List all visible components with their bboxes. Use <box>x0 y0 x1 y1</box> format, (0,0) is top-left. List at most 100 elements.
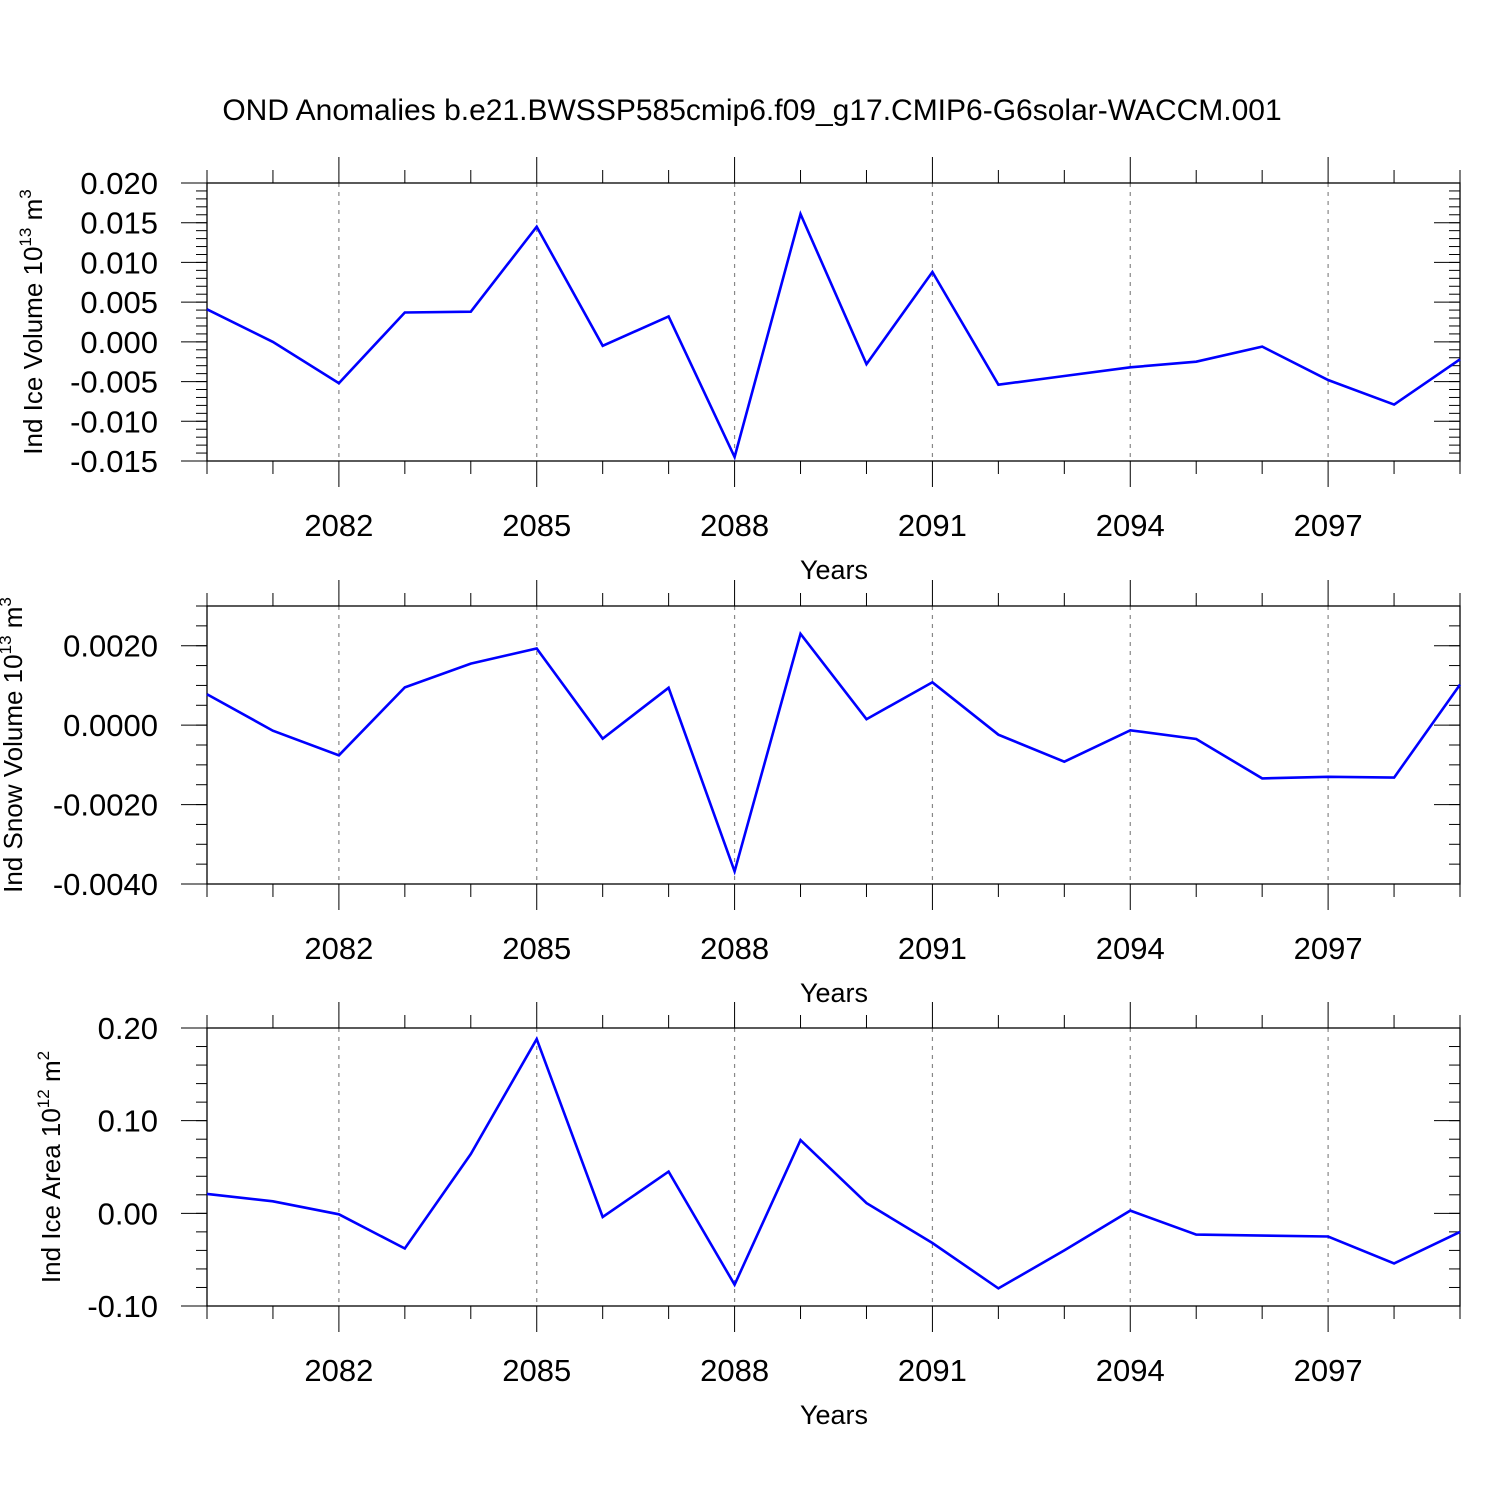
x-tick-label: 2097 <box>1294 1353 1363 1388</box>
y-tick-label: 0.10 <box>98 1104 158 1139</box>
data-point <box>535 646 539 650</box>
data-point <box>601 1215 605 1219</box>
x-tick-label: 2091 <box>898 1353 967 1388</box>
y-tick-label: -0.005 <box>70 365 158 400</box>
y-axis-label: Ind Ice Volume 1013 m3 <box>16 189 48 454</box>
data-point <box>1392 1261 1396 1265</box>
x-tick-label: 2082 <box>304 1353 373 1388</box>
data-point <box>733 1283 737 1287</box>
data-point <box>205 307 209 311</box>
data-point <box>1062 374 1066 378</box>
data-series-line <box>206 630 1462 876</box>
data-point <box>535 225 539 229</box>
data-point <box>667 1170 671 1174</box>
y-tick-label: 0.0000 <box>63 708 158 743</box>
data-point <box>1260 776 1264 780</box>
data-series-line <box>206 210 1461 461</box>
y-tick-label: -0.010 <box>70 404 158 439</box>
data-point <box>1392 776 1396 780</box>
x-tick-label: 2082 <box>304 508 373 543</box>
data-point <box>799 212 803 216</box>
data-point <box>930 270 934 274</box>
x-axis-label: Years <box>800 555 868 585</box>
y-tick-label: -0.0040 <box>53 867 158 902</box>
data-point <box>733 455 737 459</box>
data-point <box>930 1241 934 1245</box>
y-tick-label: 0.015 <box>80 206 158 241</box>
data-point <box>403 685 407 689</box>
data-point <box>799 632 803 636</box>
plot-frame <box>206 605 1461 885</box>
x-axis-label: Years <box>800 978 868 1008</box>
data-point <box>996 1286 1000 1290</box>
data-point <box>337 381 341 385</box>
y-tick-label: 0.005 <box>80 285 158 320</box>
data-point <box>1194 360 1198 364</box>
y-axis-label: Ind Snow Volume 1013 m3 <box>0 597 28 893</box>
y-tick-label: 0.010 <box>80 245 158 280</box>
data-point <box>337 753 341 757</box>
data-point <box>271 340 275 344</box>
x-tick-label: 2085 <box>502 1353 571 1388</box>
data-point <box>1458 683 1462 687</box>
data-point <box>996 733 1000 737</box>
y-tick-label: 0.20 <box>98 1011 158 1046</box>
data-point <box>469 662 473 666</box>
y-axis-label: Ind Ice Area 1012 m2 <box>34 1051 66 1283</box>
data-point <box>1260 345 1264 349</box>
y-tick-label: 0.000 <box>80 325 158 360</box>
x-tick-label: 2082 <box>304 931 373 966</box>
data-point <box>864 362 868 366</box>
x-tick-label: 2094 <box>1096 508 1165 543</box>
data-point <box>996 383 1000 387</box>
data-point <box>1062 760 1066 764</box>
x-tick-label: 2094 <box>1096 931 1165 966</box>
data-point <box>271 1199 275 1203</box>
data-point <box>864 717 868 721</box>
data-point <box>1194 1233 1198 1237</box>
data-point <box>1458 357 1462 361</box>
data-point <box>864 1201 868 1205</box>
y-tick-label: 0.020 <box>80 166 158 201</box>
data-point <box>1326 775 1330 779</box>
data-point <box>271 729 275 733</box>
y-tick-label: -0.015 <box>70 444 158 479</box>
data-point <box>601 344 605 348</box>
data-point <box>403 310 407 314</box>
data-point <box>667 314 671 318</box>
data-point <box>930 680 934 684</box>
x-tick-label: 2088 <box>700 508 769 543</box>
x-tick-label: 2097 <box>1294 508 1363 543</box>
data-point <box>1128 728 1132 732</box>
data-series-line <box>206 1036 1461 1290</box>
x-tick-label: 2094 <box>1096 1353 1165 1388</box>
chart-panel-3: 0.20 0.10 0.00 -0.10 2082 2085 2088 2091 2094 209… <box>34 1002 1461 1430</box>
x-tick-label: 2091 <box>898 508 967 543</box>
y-tick-label: -0.0020 <box>53 788 158 823</box>
data-point <box>205 1192 209 1196</box>
x-tick-label: 2088 <box>700 931 769 966</box>
data-point <box>1128 365 1132 369</box>
chart-panel-2: 0.0020 0.0000 -0.0020 -0.0040 2082 2085 2088 20… <box>0 580 1462 1008</box>
plot-frame <box>206 1027 1461 1307</box>
data-point <box>535 1037 539 1041</box>
x-axis-label: Years <box>800 1400 868 1430</box>
x-tick-label: 2085 <box>502 508 571 543</box>
data-point <box>1194 737 1198 741</box>
plot-frame <box>206 182 1461 462</box>
y-tick-label: 0.00 <box>98 1196 158 1231</box>
x-tick-label: 2088 <box>700 1353 769 1388</box>
data-point <box>1326 1235 1330 1239</box>
x-tick-label: 2091 <box>898 931 967 966</box>
y-tick-label: 0.0020 <box>63 629 158 664</box>
y-tick-label: -0.10 <box>87 1289 158 1324</box>
data-point <box>403 1247 407 1251</box>
x-tick-label: 2097 <box>1294 931 1363 966</box>
data-point <box>1128 1209 1132 1213</box>
data-point <box>469 310 473 314</box>
data-point <box>667 686 671 690</box>
data-point <box>799 1138 803 1142</box>
chart-panel-1: 0.020 0.015 0.010 0.005 0.000 -0.005 -0.010 -0.… <box>16 157 1462 585</box>
chart-title: OND Anomalies b.e21.BWSSP585cmip6.f09_g1… <box>222 94 1281 127</box>
